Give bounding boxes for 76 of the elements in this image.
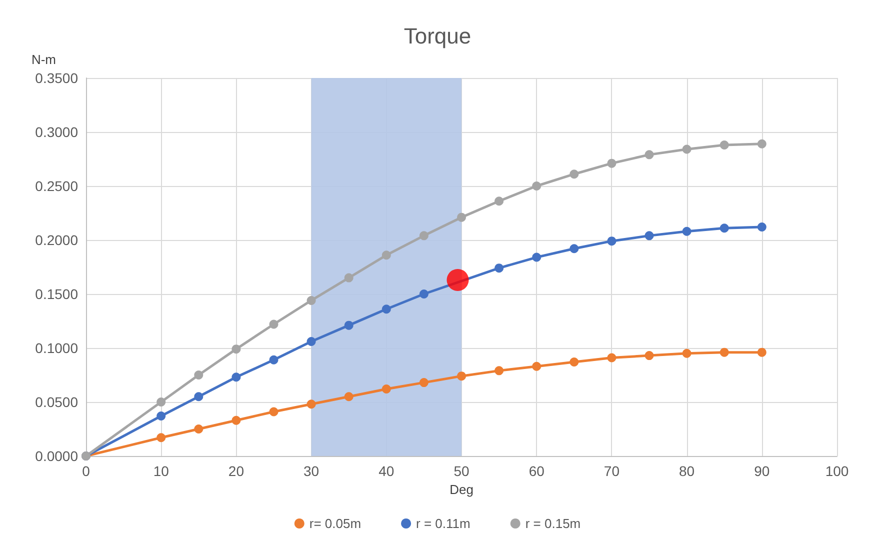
point — [156, 433, 166, 442]
point — [344, 273, 354, 282]
point — [682, 144, 692, 154]
point — [194, 424, 204, 434]
point — [720, 348, 729, 357]
point — [344, 320, 354, 330]
y-tick-label: 0.1000 — [35, 340, 78, 356]
point — [382, 250, 391, 260]
point — [194, 370, 204, 380]
x-tick-label: 50 — [454, 463, 470, 479]
point — [269, 320, 278, 329]
point — [570, 244, 579, 254]
point — [156, 398, 166, 406]
point — [306, 400, 316, 409]
point — [344, 392, 354, 402]
x-tick-label: 40 — [378, 463, 394, 479]
x-tick-label: 20 — [228, 463, 244, 479]
point — [382, 384, 391, 394]
point — [419, 231, 428, 240]
point — [494, 366, 504, 376]
point — [494, 264, 504, 273]
x-tick-label: 0 — [82, 463, 90, 479]
legend-label: r= 0.05m — [309, 516, 362, 531]
x-tick-label: 60 — [528, 463, 545, 479]
point — [607, 353, 616, 362]
y-tick-label: 0.0500 — [35, 394, 78, 410]
point — [757, 348, 766, 357]
point — [232, 416, 241, 425]
point — [570, 170, 579, 179]
point — [644, 150, 654, 160]
point — [156, 412, 166, 421]
point — [607, 158, 616, 168]
y-tick-label: 0.2500 — [35, 178, 78, 194]
y-tick-label: 0.2000 — [35, 232, 78, 248]
y-axis-title: N-m — [31, 52, 56, 67]
point — [269, 355, 278, 364]
legend-label: r = 0.15m — [525, 516, 581, 531]
point — [532, 252, 542, 262]
chart-title: Torque — [404, 24, 472, 48]
point — [607, 236, 616, 246]
point — [494, 196, 504, 206]
point — [457, 212, 466, 222]
x-tick-label: 80 — [679, 463, 695, 479]
point — [644, 231, 654, 240]
point — [419, 378, 428, 388]
x-tick-label: 10 — [153, 463, 170, 479]
x-tick-label: 70 — [604, 463, 620, 479]
x-axis-title: Deg — [450, 482, 474, 497]
point — [757, 139, 766, 148]
point — [532, 362, 542, 371]
x-tick-label: 30 — [304, 463, 320, 479]
point — [419, 290, 428, 298]
point — [457, 372, 466, 381]
x-tick-label: 100 — [825, 463, 849, 479]
point — [682, 226, 692, 236]
point — [232, 344, 241, 354]
point — [232, 372, 241, 382]
point — [720, 224, 729, 233]
y-tick-label: 0.3000 — [35, 124, 78, 140]
legend-label: r = 0.11m — [416, 516, 470, 531]
point — [306, 337, 316, 346]
point — [269, 407, 278, 416]
x-tick-label: 90 — [754, 463, 770, 479]
y-tick-label: 0.3500 — [35, 70, 78, 86]
point — [306, 296, 316, 305]
point — [570, 358, 579, 367]
y-tick-label: 0.0000 — [35, 448, 78, 464]
point — [644, 351, 654, 360]
point — [194, 392, 204, 402]
point — [720, 140, 729, 150]
y-tick-label: 0.1500 — [35, 286, 78, 302]
point — [757, 222, 766, 232]
point — [682, 348, 692, 358]
point — [532, 182, 542, 190]
point — [446, 268, 469, 291]
point — [382, 304, 391, 314]
